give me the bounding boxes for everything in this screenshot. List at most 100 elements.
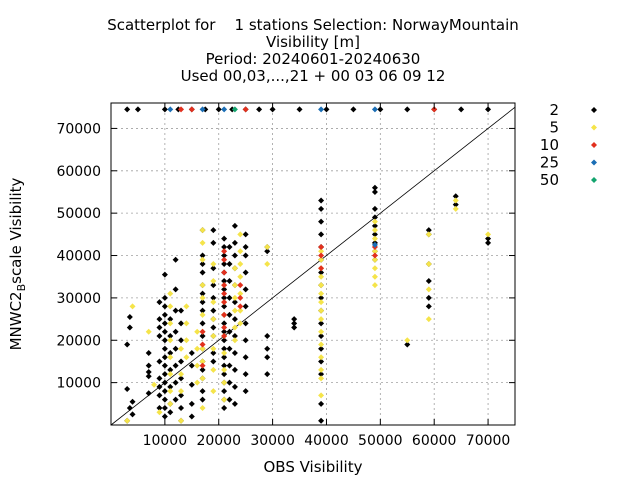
data-point-2-112 [221, 235, 228, 242]
data-point-2-42 [161, 294, 168, 301]
data-point-2-97 [199, 366, 206, 373]
legend-marker-25 [591, 159, 597, 166]
data-point-5-58 [237, 231, 244, 238]
data-point-2-52 [161, 379, 168, 386]
data-point-5-29 [199, 294, 206, 301]
data-point-2-36 [156, 358, 163, 365]
data-point-2-74 [178, 337, 185, 344]
data-point-2-0 [124, 106, 131, 113]
legend-label-5: 5 [549, 119, 559, 137]
x-tick-label-0: 10000 [143, 433, 188, 449]
data-point-5-82 [371, 218, 378, 225]
title-line-3: Period: 20240601-20240630 [206, 50, 421, 68]
data-point-10-3 [431, 106, 438, 113]
data-point-2-104 [210, 282, 217, 289]
series-25 [167, 106, 378, 248]
data-point-50-0 [231, 106, 238, 113]
data-point-5-28 [199, 282, 206, 289]
data-point-2-144 [231, 239, 238, 246]
data-point-5-89 [371, 282, 378, 289]
data-point-5-30 [199, 311, 206, 318]
data-point-5-21 [194, 328, 201, 335]
data-point-2-46 [161, 328, 168, 335]
data-point-5-65 [264, 261, 271, 267]
data-point-2-14 [377, 106, 384, 113]
data-point-10-16 [237, 282, 244, 289]
data-point-2-9 [256, 106, 263, 113]
data-point-2-148 [231, 299, 238, 306]
data-point-5-19 [183, 337, 190, 344]
data-point-10-15 [221, 333, 228, 340]
data-point-5-71 [318, 282, 325, 289]
data-point-2-174 [291, 324, 298, 331]
data-point-5-59 [237, 248, 244, 255]
data-point-5-68 [318, 256, 325, 263]
data-point-2-110 [210, 349, 217, 356]
data-point-10-17 [237, 294, 244, 301]
data-point-5-38 [210, 299, 217, 306]
data-point-2-159 [242, 286, 249, 293]
data-point-2-168 [264, 333, 271, 340]
legend-marker-5 [591, 124, 597, 131]
data-point-2-54 [161, 396, 168, 403]
data-point-2-161 [242, 320, 249, 327]
data-point-2-43 [161, 303, 168, 310]
data-point-25-3 [318, 106, 325, 113]
data-point-10-9 [221, 269, 228, 276]
data-point-2-208 [452, 193, 459, 200]
data-point-5-4 [156, 409, 163, 416]
data-point-2-134 [226, 261, 233, 267]
title-line-4: Used 00,03,...,21 + 00 03 06 09 12 [181, 67, 446, 85]
data-point-5-79 [318, 366, 325, 373]
y-tick-label-0: 10000 [56, 376, 101, 392]
data-point-5-54 [231, 294, 238, 301]
y-tick-label-6: 70000 [56, 121, 101, 137]
data-point-2-63 [167, 409, 174, 416]
data-point-2-139 [226, 345, 233, 352]
data-point-5-7 [167, 320, 174, 327]
data-point-5-90 [425, 231, 432, 238]
data-point-2-72 [178, 307, 185, 314]
data-point-2-135 [226, 277, 233, 284]
data-point-2-38 [156, 383, 163, 390]
data-point-2-94 [199, 333, 206, 340]
data-point-5-91 [425, 261, 432, 267]
data-point-5-85 [371, 248, 378, 255]
y-tick-label-5: 60000 [56, 164, 101, 180]
data-point-5-48 [221, 349, 228, 356]
data-point-2-78 [178, 405, 185, 412]
data-point-2-141 [226, 379, 233, 386]
data-point-2-60 [167, 366, 174, 373]
data-point-10-7 [221, 248, 228, 255]
data-point-2-177 [318, 218, 325, 225]
data-point-10-0 [178, 106, 185, 113]
data-point-2-50 [161, 362, 168, 369]
grid-lines [111, 103, 515, 425]
data-point-2-150 [231, 333, 238, 340]
x-tick-label-1: 20000 [196, 433, 241, 449]
y-tick-label-2: 30000 [56, 291, 101, 307]
y-tick-label-3: 40000 [56, 249, 101, 265]
data-point-5-17 [183, 303, 190, 310]
data-point-5-70 [318, 273, 325, 280]
data-point-10-6 [199, 362, 206, 369]
data-point-2-170 [264, 354, 271, 361]
data-point-2-12 [323, 106, 330, 113]
data-point-10-10 [221, 282, 228, 289]
data-point-5-37 [210, 277, 217, 284]
data-point-5-9 [167, 354, 174, 361]
data-point-2-194 [371, 205, 378, 212]
data-point-2-152 [231, 366, 238, 373]
data-point-5-39 [210, 316, 217, 323]
data-point-5-61 [237, 273, 244, 280]
data-point-2-151 [231, 349, 238, 356]
data-point-5-35 [199, 405, 206, 412]
data-point-2-41 [161, 271, 168, 278]
data-point-2-67 [172, 328, 179, 335]
data-point-2-69 [172, 362, 179, 369]
data-point-2-162 [242, 337, 249, 344]
data-point-2-167 [264, 248, 271, 255]
data-point-5-77 [318, 341, 325, 348]
data-point-2-164 [242, 371, 249, 378]
